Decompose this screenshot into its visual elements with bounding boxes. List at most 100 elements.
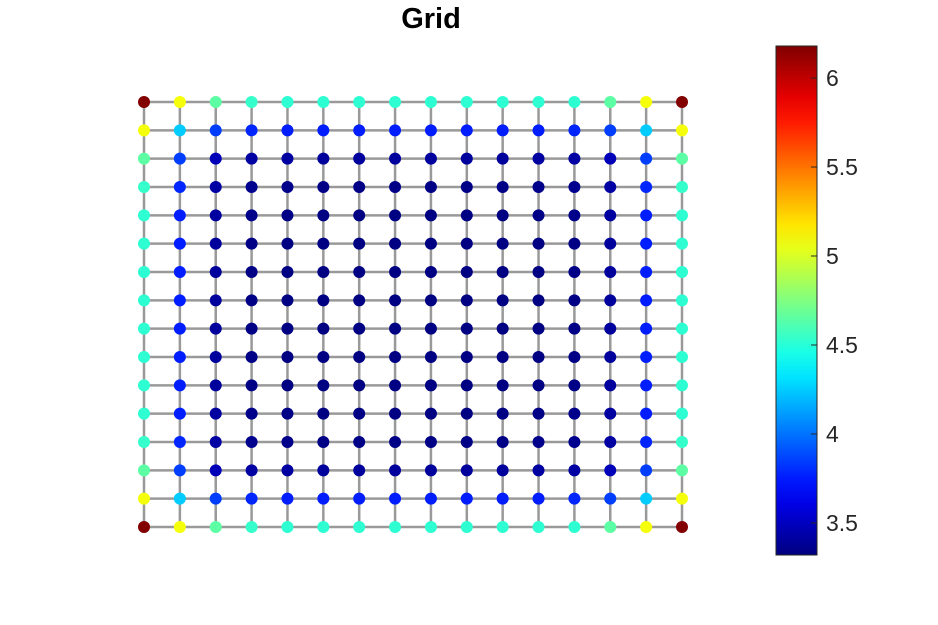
grid-node [568, 124, 581, 137]
grid-node [173, 436, 186, 448]
grid-node [353, 266, 366, 278]
grid-node [676, 181, 688, 193]
grid-node [676, 322, 688, 335]
grid-node [604, 464, 617, 477]
colorbar-gradient [776, 46, 817, 555]
grid-node [389, 521, 402, 533]
grid-node [676, 379, 688, 392]
grid-node [353, 152, 366, 165]
grid-node [389, 294, 402, 307]
grid-node [209, 209, 222, 222]
grid-node [424, 181, 437, 193]
grid-node [173, 492, 186, 505]
grid-node [389, 237, 402, 250]
grid-node [676, 124, 688, 137]
grid-node [496, 351, 509, 363]
grid-node [640, 492, 653, 505]
grid-node [173, 464, 186, 477]
grid-node [460, 464, 473, 477]
grid-nodes [138, 96, 688, 533]
grid-node [317, 407, 330, 420]
grid-node [532, 152, 545, 165]
grid-node [245, 351, 258, 363]
grid-node [460, 294, 473, 307]
grid-node [604, 124, 617, 137]
grid-node [568, 152, 581, 165]
grid-node [389, 209, 402, 222]
colorbar: 3.5 4 4.5 5 5.5 6 [775, 45, 858, 556]
grid-node [353, 436, 366, 448]
grid-node [138, 351, 150, 363]
grid-node [604, 351, 617, 363]
grid-node [496, 492, 509, 505]
grid-node [389, 436, 402, 448]
grid-node [281, 294, 294, 307]
grid-node [281, 209, 294, 222]
grid-node [353, 492, 366, 505]
grid-node [532, 379, 545, 392]
grid-node [568, 351, 581, 363]
grid-node [496, 379, 509, 392]
grid-node [138, 209, 150, 222]
grid-node [532, 464, 545, 477]
grid-node [496, 152, 509, 165]
grid-node [173, 351, 186, 363]
grid-node [138, 407, 150, 420]
grid-node [460, 181, 473, 193]
grid-node [173, 124, 186, 137]
grid-node [173, 379, 186, 392]
grid-node [245, 266, 258, 278]
grid-node [496, 436, 509, 448]
colorbar-tick-label: 4 [826, 421, 839, 447]
grid-node [209, 237, 222, 250]
grid-node [460, 209, 473, 222]
grid-node [676, 492, 688, 505]
grid-node [353, 407, 366, 420]
grid-node [640, 464, 653, 477]
grid-node [173, 521, 186, 533]
grid-node [245, 152, 258, 165]
grid-node [532, 181, 545, 193]
grid-node [245, 181, 258, 193]
grid-node [460, 379, 473, 392]
grid-node [460, 96, 473, 108]
grid-node [496, 181, 509, 193]
grid-node [604, 96, 617, 108]
plot-area [138, 96, 688, 533]
grid-node [424, 237, 437, 250]
grid-node [138, 152, 150, 165]
grid-node [353, 96, 366, 108]
grid-node [568, 379, 581, 392]
grid-node [640, 322, 653, 335]
grid-node [424, 96, 437, 108]
grid-node [209, 464, 222, 477]
grid-node [281, 407, 294, 420]
grid-node [389, 351, 402, 363]
grid-node [460, 322, 473, 335]
grid-node [640, 436, 653, 448]
grid-node [389, 379, 402, 392]
grid-node [604, 266, 617, 278]
grid-node [640, 266, 653, 278]
grid-node [496, 237, 509, 250]
grid-node [568, 407, 581, 420]
grid-node [532, 266, 545, 278]
grid-node [568, 492, 581, 505]
grid-node [424, 266, 437, 278]
colorbar-tick-label: 6 [826, 65, 839, 91]
grid-node [245, 294, 258, 307]
grid-node [424, 351, 437, 363]
grid-node [138, 124, 150, 137]
grid-node [281, 521, 294, 533]
grid-node [640, 294, 653, 307]
grid-node [604, 436, 617, 448]
grid-node [209, 181, 222, 193]
grid-node [245, 96, 258, 108]
grid-node [604, 152, 617, 165]
grid-node [173, 322, 186, 335]
grid-node [389, 492, 402, 505]
grid-node [389, 266, 402, 278]
grid-node [173, 407, 186, 420]
grid-node [173, 237, 186, 250]
grid-node [676, 209, 688, 222]
